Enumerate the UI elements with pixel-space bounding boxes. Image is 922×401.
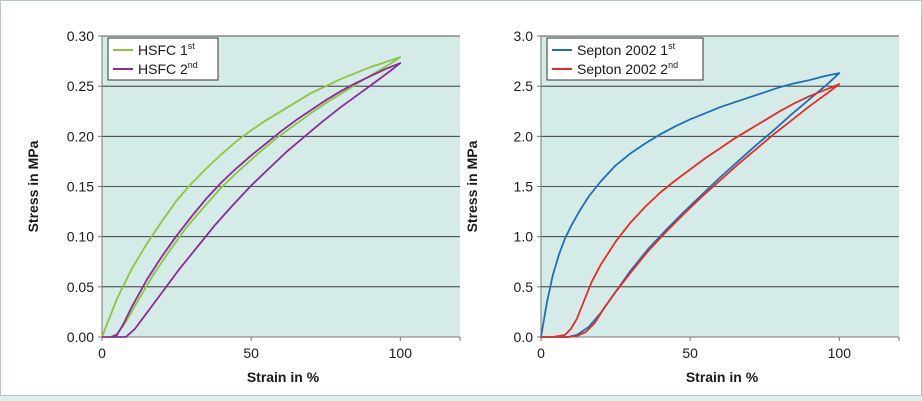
chart-panel-hsfc: 0.00 0.05 0.10 0.15 0.20 0.25 0.30 0 50 100 Strain… (25, 28, 461, 385)
y-tick-label: 0.10 (67, 229, 94, 245)
y-tick-label: 0.0 (514, 329, 534, 345)
y-axis-label: Stress in MPa (25, 140, 41, 232)
series-line-2 (102, 62, 402, 338)
legend: HSFC 1st HSFC 2nd (107, 37, 219, 81)
x-tick-label: 100 (828, 345, 852, 361)
legend-entry: Septon 2002 2nd (577, 60, 678, 77)
y-tick-label: 0.00 (67, 329, 94, 345)
y-axis-label: Stress in MPa (464, 140, 480, 232)
x-axis-label: Strain in % (247, 369, 320, 385)
y-tick-label: 2.0 (514, 128, 534, 144)
x-tick-label: 50 (682, 345, 698, 361)
x-tick-label: 100 (389, 345, 413, 361)
chart-panel-septon: 0.0 0.5 1.0 1.5 2.0 2.5 3.0 0 50 100 Strain in % St… (464, 28, 900, 385)
y-tick-label: 0.15 (67, 179, 94, 195)
y-tick-label: 0.20 (67, 128, 94, 144)
y-tick-label: 0.5 (514, 279, 534, 295)
legend-box (107, 37, 219, 81)
y-tick-label: 0.05 (67, 279, 94, 295)
y-tick-label: 3.0 (514, 28, 534, 44)
legend-entry: HSFC 1st (138, 41, 195, 58)
y-tick-label: 0.30 (67, 28, 94, 44)
legend-box (546, 37, 704, 81)
series-line-1 (101, 56, 402, 338)
series-line-2 (541, 83, 841, 338)
x-tick-label: 50 (243, 345, 259, 361)
legend-entry: HSFC 2nd (138, 60, 198, 77)
y-tick-label: 0.25 (67, 78, 94, 94)
legend-entry: Septon 2002 1st (577, 41, 676, 58)
x-tick-label: 0 (98, 345, 106, 361)
x-axis-label: Strain in % (686, 369, 759, 385)
x-tick-label: 0 (537, 345, 545, 361)
y-tick-label: 2.5 (514, 78, 534, 94)
y-tick-label: 1.0 (514, 229, 534, 245)
y-tick-label: 1.5 (514, 179, 534, 195)
legend: Septon 2002 1st Septon 2002 2nd (546, 37, 704, 81)
